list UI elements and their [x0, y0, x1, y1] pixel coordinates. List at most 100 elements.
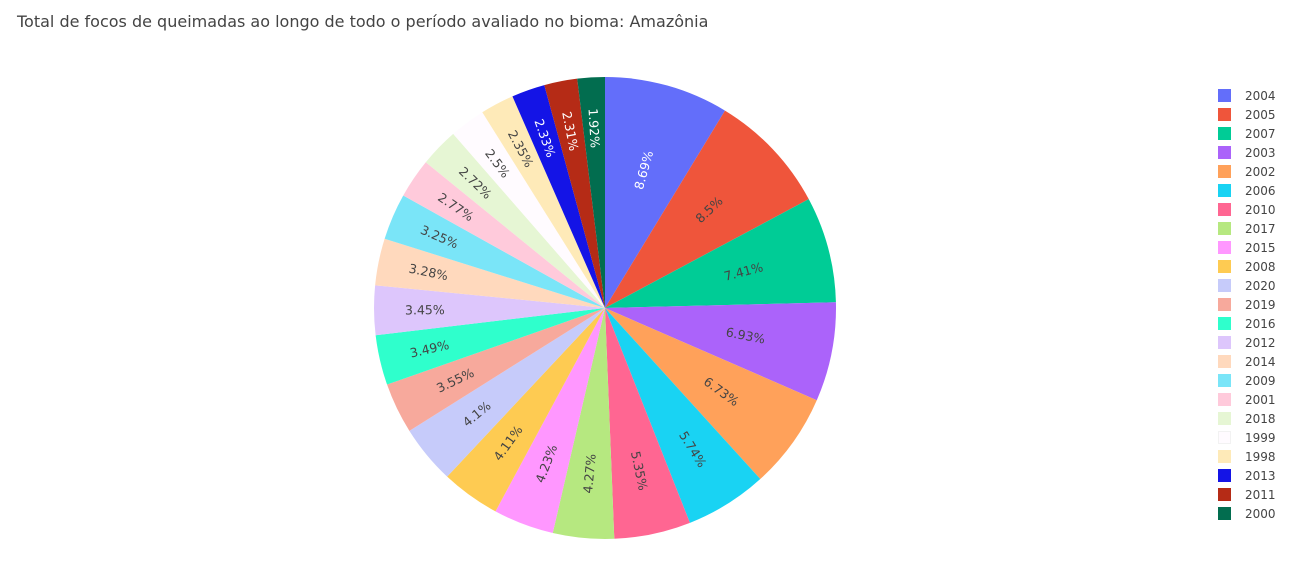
pie-slice-2016[interactable] [375, 308, 605, 385]
legend-label: 1998 [1245, 449, 1276, 464]
legend-label: 2019 [1245, 297, 1276, 312]
legend-label: 2004 [1245, 88, 1276, 103]
pie-slice-2008[interactable] [447, 308, 605, 512]
pie-slice-2019[interactable] [387, 308, 605, 431]
legend-item-1998[interactable]: 1998 [1218, 447, 1276, 466]
chart-title: Total de focos de queimadas ao longo de … [17, 12, 709, 31]
legend-label: 2010 [1245, 202, 1276, 217]
legend: 2004 2005 2007 2003 2002 2006 2010 2017 2015 2008… [1218, 86, 1276, 523]
legend-label: 2008 [1245, 259, 1276, 274]
legend-label: 2014 [1245, 354, 1276, 369]
legend-item-2011[interactable]: 2011 [1218, 485, 1276, 504]
pie-slice-2009[interactable] [384, 195, 605, 308]
legend-item-2007[interactable]: 2007 [1218, 124, 1276, 143]
pie-slice-2007[interactable] [605, 199, 836, 308]
legend-swatch [1218, 317, 1231, 330]
legend-swatch [1218, 127, 1231, 140]
pie-slice-2000[interactable] [577, 77, 605, 308]
legend-item-2018[interactable]: 2018 [1218, 409, 1276, 428]
legend-label: 2020 [1245, 278, 1276, 293]
legend-swatch [1218, 469, 1231, 482]
legend-item-2015[interactable]: 2015 [1218, 238, 1276, 257]
pie-slice-2002[interactable] [605, 308, 817, 480]
legend-label: 1999 [1245, 430, 1276, 445]
legend-swatch [1218, 355, 1231, 368]
legend-item-2017[interactable]: 2017 [1218, 219, 1276, 238]
slice-label-2012: 3.45% [405, 302, 445, 317]
legend-label: 2000 [1245, 506, 1276, 521]
legend-swatch [1218, 431, 1231, 444]
legend-label: 2018 [1245, 411, 1276, 426]
legend-item-2006[interactable]: 2006 [1218, 181, 1276, 200]
legend-item-2002[interactable]: 2002 [1218, 162, 1276, 181]
legend-label: 2001 [1245, 392, 1276, 407]
legend-swatch [1218, 279, 1231, 292]
legend-item-2016[interactable]: 2016 [1218, 314, 1276, 333]
legend-item-2020[interactable]: 2020 [1218, 276, 1276, 295]
pie-slice-2012[interactable] [374, 285, 605, 336]
legend-swatch [1218, 450, 1231, 463]
pie-slice-1998[interactable] [482, 96, 605, 308]
pie-slices [374, 77, 837, 539]
legend-item-2014[interactable]: 2014 [1218, 352, 1276, 371]
legend-label: 2002 [1245, 164, 1276, 179]
pie-slice-2020[interactable] [409, 308, 605, 477]
pie-slice-2001[interactable] [403, 162, 605, 308]
legend-item-2009[interactable]: 2009 [1218, 371, 1276, 390]
legend-swatch [1218, 241, 1231, 254]
legend-label: 2011 [1245, 487, 1276, 502]
legend-swatch [1218, 146, 1231, 159]
legend-label: 2007 [1245, 126, 1276, 141]
legend-item-2012[interactable]: 2012 [1218, 333, 1276, 352]
legend-item-2013[interactable]: 2013 [1218, 466, 1276, 485]
pie-slice-2018[interactable] [425, 133, 605, 308]
pie-slice-2003[interactable] [605, 302, 837, 401]
pie-slice-2006[interactable] [605, 308, 761, 523]
legend-item-2010[interactable]: 2010 [1218, 200, 1276, 219]
legend-label: 2013 [1245, 468, 1276, 483]
legend-item-2003[interactable]: 2003 [1218, 143, 1276, 162]
legend-swatch [1218, 260, 1231, 273]
legend-swatch [1218, 203, 1231, 216]
legend-swatch [1218, 488, 1231, 501]
legend-swatch [1218, 222, 1231, 235]
legend-item-2005[interactable]: 2005 [1218, 105, 1276, 124]
legend-swatch [1218, 507, 1231, 520]
legend-item-2001[interactable]: 2001 [1218, 390, 1276, 409]
pie-slice-2013[interactable] [512, 85, 605, 308]
legend-item-2004[interactable]: 2004 [1218, 86, 1276, 105]
legend-label: 2003 [1245, 145, 1276, 160]
legend-item-2008[interactable]: 2008 [1218, 257, 1276, 276]
legend-label: 2006 [1245, 183, 1276, 198]
pie-slice-2004[interactable] [605, 77, 725, 308]
legend-swatch [1218, 298, 1231, 311]
legend-swatch [1218, 165, 1231, 178]
legend-swatch [1218, 108, 1231, 121]
legend-swatch [1218, 184, 1231, 197]
slice-label-2000: 1.92% [585, 108, 602, 149]
legend-swatch [1218, 374, 1231, 387]
pie-slice-2014[interactable] [375, 238, 605, 308]
legend-swatch [1218, 89, 1231, 102]
slice-label-2017: 4.27% [580, 453, 599, 494]
pie-slice-2005[interactable] [605, 110, 809, 308]
pie-slice-2011[interactable] [544, 78, 605, 309]
legend-swatch [1218, 393, 1231, 406]
legend-item-1999[interactable]: 1999 [1218, 428, 1276, 447]
legend-swatch [1218, 336, 1231, 349]
slice-label-2003: 6.93% [725, 324, 767, 346]
legend-label: 2015 [1245, 240, 1276, 255]
legend-label: 2017 [1245, 221, 1276, 236]
legend-item-2000[interactable]: 2000 [1218, 504, 1276, 523]
pie-slice-1999[interactable] [453, 112, 605, 308]
legend-swatch [1218, 412, 1231, 425]
legend-label: 2005 [1245, 107, 1276, 122]
pie-slice-2010[interactable] [605, 308, 690, 539]
legend-label: 2009 [1245, 373, 1276, 388]
legend-item-2019[interactable]: 2019 [1218, 295, 1276, 314]
pie-slice-2017[interactable] [552, 308, 615, 539]
pie-slice-2015[interactable] [495, 308, 605, 534]
legend-label: 2012 [1245, 335, 1276, 350]
legend-label: 2016 [1245, 316, 1276, 331]
